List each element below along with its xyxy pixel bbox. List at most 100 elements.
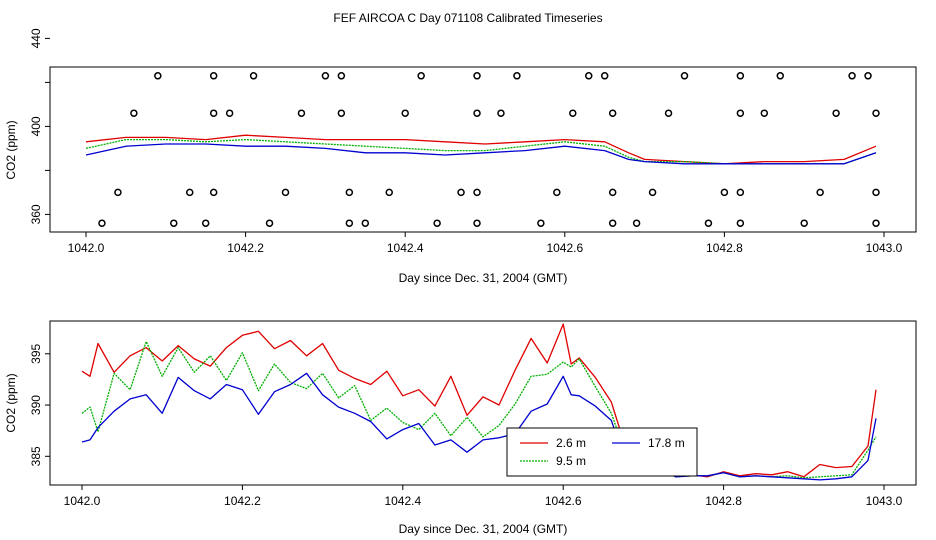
top-data-point bbox=[816, 188, 824, 197]
bottom-x-axis-label: Day since Dec. 31, 2004 (GMT) bbox=[399, 522, 568, 536]
bottom-series-line-2-6-m bbox=[81, 323, 877, 478]
legend-label-17-8m: 17.8 m bbox=[648, 436, 685, 450]
top-data-point bbox=[473, 72, 481, 80]
top-data-point bbox=[513, 72, 521, 80]
top-data-point bbox=[114, 188, 122, 197]
bottom-y-tick-label: 385 bbox=[29, 446, 43, 466]
top-data-point bbox=[473, 109, 481, 117]
bottom-y-tick-label: 390 bbox=[29, 395, 43, 415]
bottom-series-layer bbox=[81, 323, 877, 481]
bottom-x-tick-label: 1043.0 bbox=[866, 494, 903, 508]
top-data-point bbox=[361, 219, 370, 227]
top-data-point bbox=[608, 109, 617, 117]
top-data-point bbox=[457, 188, 465, 197]
top-series-line-17-8-m bbox=[85, 143, 877, 165]
top-data-point bbox=[569, 109, 577, 117]
top-data-point bbox=[720, 188, 729, 197]
top-data-point bbox=[249, 72, 258, 80]
top-y-axis: 360 400 440 bbox=[29, 28, 50, 224]
legend-label-2-6m: 2.6 m bbox=[556, 436, 586, 450]
top-data-point bbox=[154, 72, 162, 80]
top-data-point bbox=[345, 219, 354, 227]
top-data-point bbox=[385, 188, 393, 197]
top-x-tick-label: 1042.6 bbox=[546, 241, 583, 255]
top-data-point bbox=[736, 188, 745, 197]
top-data-point bbox=[648, 188, 657, 197]
bottom-x-axis: 1042.0 1042.2 1042.4 1042.6 1042.8 1043.0 bbox=[64, 485, 903, 508]
bottom-x-tick-label: 1042.4 bbox=[384, 494, 421, 508]
top-data-point bbox=[537, 219, 545, 227]
bottom-y-tick-label: 395 bbox=[29, 343, 43, 363]
legend-label-9-5m: 9.5 m bbox=[556, 454, 586, 468]
top-data-point bbox=[864, 72, 872, 80]
top-x-tick-label: 1042.8 bbox=[706, 241, 743, 255]
top-data-point bbox=[848, 72, 856, 80]
top-x-tick-label: 1042.2 bbox=[227, 241, 264, 255]
top-y-tick-label: 440 bbox=[29, 28, 43, 48]
bottom-series-line-17-8-m bbox=[81, 372, 877, 481]
top-data-point bbox=[473, 188, 481, 197]
top-data-point bbox=[473, 219, 481, 227]
top-data-point bbox=[281, 188, 290, 197]
top-data-point bbox=[170, 219, 178, 227]
top-data-point bbox=[345, 188, 354, 197]
top-x-axis-label: Day since Dec. 31, 2004 (GMT) bbox=[399, 271, 568, 285]
top-data-point bbox=[185, 188, 194, 197]
top-data-point bbox=[600, 72, 609, 80]
top-data-point bbox=[608, 188, 617, 197]
top-x-tick-label: 1043.0 bbox=[866, 241, 903, 255]
top-y-tick-label: 400 bbox=[29, 116, 43, 136]
top-x-tick-label: 1042.0 bbox=[68, 241, 105, 255]
top-data-point bbox=[800, 219, 808, 227]
top-data-point bbox=[680, 72, 689, 80]
top-data-point bbox=[225, 109, 234, 117]
bottom-panel: 1042.0 1042.2 1042.4 1042.6 1042.8 1043.0 385… bbox=[4, 320, 917, 536]
bottom-x-tick-label: 1042.6 bbox=[545, 494, 582, 508]
bottom-y-axis: 385 390 395 bbox=[29, 343, 50, 466]
top-data-point bbox=[872, 188, 880, 197]
top-data-point bbox=[736, 219, 745, 227]
bottom-x-tick-label: 1042.8 bbox=[705, 494, 742, 508]
top-data-point bbox=[736, 109, 745, 117]
top-data-point bbox=[736, 72, 745, 80]
top-data-point bbox=[664, 109, 673, 117]
top-series-line-2-6-m bbox=[85, 134, 877, 165]
top-data-point bbox=[632, 219, 641, 227]
top-data-point bbox=[832, 109, 840, 117]
top-panel: 1042.0 1042.2 1042.4 1042.6 1042.8 1043.0 360… bbox=[4, 28, 917, 285]
top-data-point bbox=[584, 72, 593, 80]
top-series-layer bbox=[85, 134, 877, 165]
top-data-point bbox=[321, 72, 330, 80]
top-y-tick-label: 360 bbox=[29, 204, 43, 224]
top-data-point bbox=[209, 72, 218, 80]
top-data-point bbox=[704, 219, 713, 227]
top-data-point bbox=[297, 109, 306, 117]
legend: 2.6 m 9.5 m 17.8 m bbox=[506, 427, 698, 477]
top-data-point bbox=[608, 219, 617, 227]
top-x-axis: 1042.0 1042.2 1042.4 1042.6 1042.8 1043.0 bbox=[68, 232, 903, 255]
top-data-point bbox=[760, 109, 769, 117]
top-data-point bbox=[417, 72, 425, 80]
top-data-point bbox=[209, 188, 218, 197]
top-data-point bbox=[98, 219, 106, 227]
top-data-point bbox=[872, 219, 880, 227]
top-data-point bbox=[776, 72, 785, 80]
top-data-point bbox=[553, 188, 561, 197]
top-data-point bbox=[265, 219, 274, 227]
top-data-point bbox=[433, 219, 441, 227]
top-data-point bbox=[401, 109, 409, 117]
top-points-layer bbox=[98, 72, 880, 227]
top-data-point bbox=[209, 109, 218, 117]
legend-box bbox=[506, 427, 698, 477]
bottom-x-tick-label: 1042.2 bbox=[224, 494, 261, 508]
top-data-point bbox=[337, 72, 346, 80]
bottom-y-axis-label: CO2 (ppm) bbox=[4, 373, 18, 432]
top-data-point bbox=[130, 109, 138, 117]
figure-title: FEF AIRCOA C Day 071108 Calibrated Times… bbox=[333, 11, 602, 25]
bottom-x-tick-label: 1042.0 bbox=[64, 494, 101, 508]
top-y-axis-label: CO2 (ppm) bbox=[4, 120, 18, 179]
top-plot-frame bbox=[49, 66, 917, 233]
top-data-point bbox=[337, 109, 346, 117]
bottom-plot-frame bbox=[49, 320, 917, 486]
